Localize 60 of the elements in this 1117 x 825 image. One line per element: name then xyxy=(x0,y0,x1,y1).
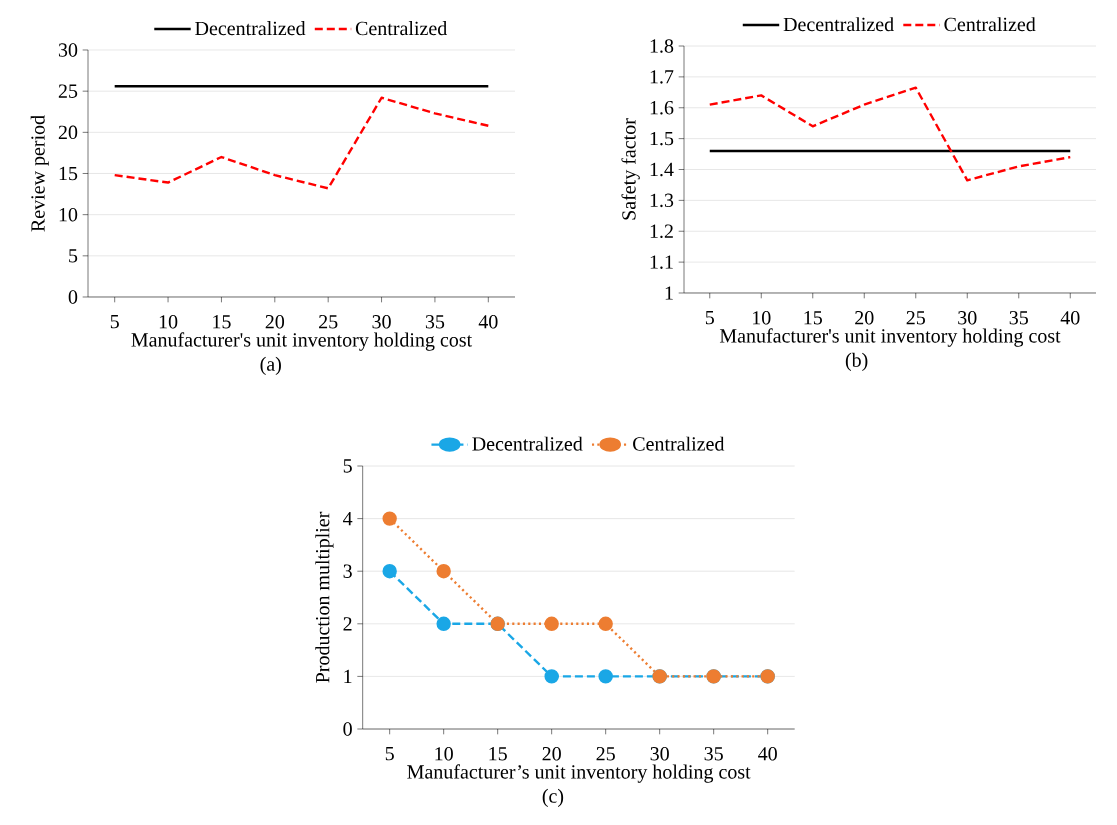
x-tick-label: 25 xyxy=(906,311,925,325)
legend-label: Decentralized xyxy=(472,436,583,451)
x-tick-label: 35 xyxy=(704,747,723,761)
y-tick-label: 0 xyxy=(68,290,78,304)
x-tick-label: 10 xyxy=(435,747,453,761)
y-tick-label: 1.7 xyxy=(650,70,674,84)
x-tick-label: 30 xyxy=(958,311,977,325)
y-tick-label: 25 xyxy=(58,84,78,98)
y-tick-label: 2 xyxy=(343,617,352,631)
x-tick-label: 10 xyxy=(159,315,178,329)
x-tick-label: 15 xyxy=(213,315,231,329)
text: (c) xyxy=(542,788,564,807)
x-axis-title: Manufacturer's unit inventory holding cost xyxy=(131,332,473,351)
x-tick-label: 20 xyxy=(265,315,285,329)
y-tick-label: 1.4 xyxy=(650,162,674,177)
y-tick-label: 1 xyxy=(665,286,673,300)
y-tick-label: 1.1 xyxy=(650,255,673,269)
text: (b) xyxy=(845,352,868,371)
x-tick-label: 10 xyxy=(753,311,771,325)
x-tick-label: 5 xyxy=(705,311,714,325)
x-tick-label: 20 xyxy=(542,747,561,761)
y-tick-label: 1.2 xyxy=(650,224,673,239)
y-tick-label: 20 xyxy=(58,125,78,140)
y-tick-label: 5 xyxy=(343,459,352,473)
y-tick-label: 1.5 xyxy=(650,131,674,146)
y-tick-label: 30 xyxy=(58,43,78,57)
legend-label: Decentralized xyxy=(783,17,894,32)
legend-label: Centralized xyxy=(944,17,1036,32)
y-axis-title: Production multiplier xyxy=(315,511,334,683)
x-tick-label: 25 xyxy=(596,747,615,761)
y-tick-label: 1.6 xyxy=(650,101,674,115)
y-tick-label: 15 xyxy=(59,166,78,181)
x-axis-title: Manufacturer's unit inventory holding cost xyxy=(719,328,1061,347)
text: (a) xyxy=(260,356,281,375)
x-tick-label: 5 xyxy=(385,747,394,761)
y-tick-label: 1.8 xyxy=(650,39,674,53)
legend-label: Centralized xyxy=(633,436,725,451)
x-tick-label: 5 xyxy=(110,315,119,329)
x-tick-label: 40 xyxy=(478,315,498,329)
y-tick-label: 10 xyxy=(59,207,78,222)
x-tick-label: 20 xyxy=(855,311,874,325)
y-axis-title: Review period xyxy=(30,115,49,232)
x-tick-label: 30 xyxy=(372,315,391,329)
y-tick-label: 0 xyxy=(343,722,352,736)
y-axis-title: Safety factor xyxy=(621,118,640,220)
x-tick-label: 40 xyxy=(1060,311,1080,325)
legend-label: Centralized xyxy=(355,21,448,36)
x-tick-label: 35 xyxy=(425,315,445,329)
y-tick-label: 1 xyxy=(344,669,352,683)
legend-label: Decentralized xyxy=(195,21,306,36)
x-tick-label: 15 xyxy=(489,747,507,761)
y-tick-label: 4 xyxy=(343,512,353,526)
x-axis-title: Manufacturer’s unit inventory holding cost xyxy=(407,764,751,783)
x-tick-label: 15 xyxy=(804,311,822,325)
y-tick-label: 1.3 xyxy=(650,193,674,208)
y-tick-label: 3 xyxy=(343,564,352,578)
y-tick-label: 5 xyxy=(69,249,78,263)
x-tick-label: 40 xyxy=(758,747,777,761)
x-tick-label: 25 xyxy=(319,315,338,329)
x-tick-label: 35 xyxy=(1009,311,1028,325)
